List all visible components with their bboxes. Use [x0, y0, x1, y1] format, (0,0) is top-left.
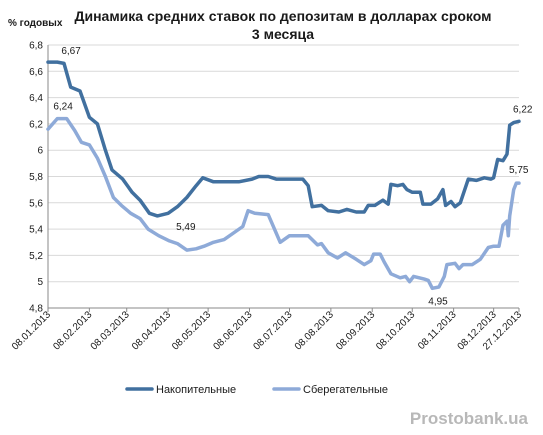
y-tick-label: 5	[37, 277, 43, 288]
y-tick-label: 5,6	[29, 198, 43, 209]
y-axis-label: % годовых	[8, 18, 63, 29]
gridlines	[48, 44, 519, 283]
series-line-savings	[46, 116, 521, 291]
y-tick-label: 4,8	[29, 304, 43, 315]
data-label: 6,22	[513, 104, 533, 115]
y-tick-label: 6,8	[29, 41, 43, 52]
data-label: 5,75	[509, 165, 529, 176]
chart-title-line-1: Динамика средних ставок по депозитам в д…	[75, 8, 492, 24]
y-tick-labels: 4,8 5 5,2 5,4 5,6 5,8 6 6,2 6,4 6,6 6,8	[29, 41, 43, 315]
x-tick-label: 08.06.2013	[211, 309, 254, 352]
x-tick-label: 08.05.2013	[170, 309, 213, 352]
y-tick-label: 6,4	[29, 93, 43, 104]
series-line-accumulative	[46, 60, 521, 218]
x-tick-labels: 08.01.201308.02.201308.03.201308.04.2013…	[10, 308, 524, 353]
y-tick-label: 5,2	[29, 251, 43, 262]
y-tick-label: 6	[37, 146, 43, 157]
legend-label-savings-accumulative: Накопительные	[156, 384, 236, 396]
chart-title-line-2: 3 месяца	[252, 26, 314, 42]
x-tick-label: 08.04.2013	[130, 309, 173, 352]
data-label: 5,49	[176, 222, 196, 233]
data-label: 6,24	[53, 102, 73, 113]
data-labels: 6,67 5,49 6,22 6,24 4,95 5,75	[53, 46, 533, 307]
x-tick-label: 08.01.2013	[10, 309, 53, 352]
data-label: 6,67	[61, 46, 81, 57]
legend-label-savings-deposit: Сберегательные	[303, 384, 388, 396]
y-tick-label: 5,4	[29, 225, 43, 236]
y-tick-label: 6,2	[29, 119, 43, 130]
x-tick-label: 08.09.2013	[334, 309, 377, 352]
y-tick-label: 6,6	[29, 67, 43, 78]
x-tick-label: 08.10.2013	[374, 309, 417, 352]
legend: Накопительные Сберегательные	[125, 384, 388, 396]
y-tick-label: 5,8	[29, 172, 43, 183]
x-tick-label: 08.03.2013	[89, 309, 132, 352]
watermark-prostobank: Prostobank.ua	[410, 409, 529, 428]
x-tick-label: 08.08.2013	[293, 309, 336, 352]
x-tick-label: 08.11.2013	[416, 309, 459, 352]
data-label: 4,95	[428, 296, 448, 307]
x-tick-label: 08.02.2013	[51, 309, 94, 352]
x-tick-label: 08.07.2013	[251, 309, 294, 352]
series-lines	[46, 60, 521, 291]
